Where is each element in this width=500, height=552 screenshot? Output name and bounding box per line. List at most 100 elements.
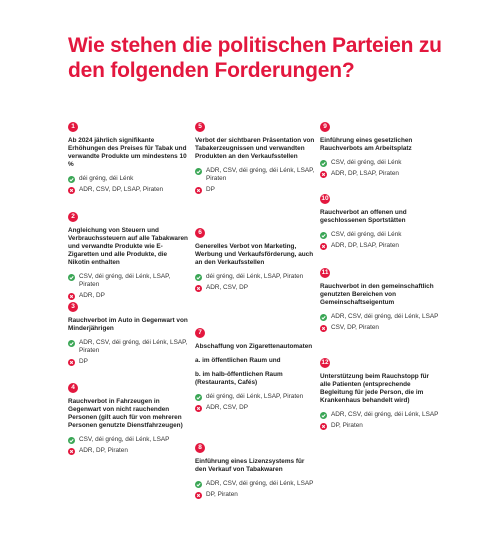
no-row: DP, Piraten bbox=[320, 422, 440, 430]
demand-text: Abschaffung von Zigarettenautomaten bbox=[195, 343, 313, 350]
item-number: 9 bbox=[320, 122, 330, 132]
yes-row: ADR, CSV, déi gréng, déi Lénk, LSAP bbox=[195, 480, 315, 488]
demand-text: Ab 2024 jährlich signifikante Erhöhungen… bbox=[68, 137, 187, 168]
yes-row: CSV, déi gréng, déi Lénk bbox=[320, 159, 440, 167]
yes-row: CSV, déi gréng, déi Lénk, LSAP bbox=[68, 436, 188, 444]
yes-row: ADR, CSV, déi gréng, déi Lénk, LSAP, Pir… bbox=[195, 167, 315, 183]
yes-row: déi gréng, déi Lénk bbox=[68, 175, 188, 183]
no-row: ADR, CSV, DP bbox=[195, 284, 315, 292]
item-number: 3 bbox=[68, 302, 78, 312]
demand-text: Einführung eines gesetzlichen Rauchverbo… bbox=[320, 137, 413, 152]
cross-icon bbox=[68, 447, 75, 455]
yes-row: déi gréng, déi Lénk, LSAP, Piraten bbox=[195, 393, 315, 401]
check-icon bbox=[68, 175, 75, 183]
no-parties: DP, Piraten bbox=[331, 422, 363, 429]
demand-item: 6 Generelles Verbot von Marketing, Werbun… bbox=[195, 228, 315, 295]
check-icon bbox=[68, 436, 75, 444]
cross-icon bbox=[68, 186, 75, 194]
yes-row: ADR, CSV, déi gréng, déi Lénk, LSAP, Pir… bbox=[68, 339, 188, 355]
demand-text: Rauchverbot in Fahrzeugen in Gegenwart v… bbox=[68, 398, 183, 429]
title: Wie stehen die politischen Parteien zu d… bbox=[68, 34, 442, 82]
item-number: 12 bbox=[320, 358, 330, 368]
sub-item: a. im öffentlichen Raum und bbox=[195, 357, 281, 364]
no-parties: ADR, DP, LSAP, Piraten bbox=[331, 242, 399, 249]
yes-parties: CSV, déi gréng, déi Lénk, LSAP bbox=[79, 436, 170, 443]
check-icon bbox=[68, 273, 75, 281]
no-row: ADR, CSV, DP, LSAP, Piraten bbox=[68, 186, 188, 194]
no-parties: CSV, DP, Piraten bbox=[331, 324, 379, 331]
no-parties: ADR, DP bbox=[79, 292, 105, 299]
no-parties: ADR, CSV, DP bbox=[206, 284, 249, 291]
no-parties: ADR, DP, LSAP, Piraten bbox=[331, 170, 399, 177]
no-parties: ADR, CSV, DP bbox=[206, 404, 249, 411]
no-row: DP bbox=[68, 358, 188, 366]
no-row: CSV, DP, Piraten bbox=[320, 324, 440, 332]
demand-text: Angleichung von Steuern und Verbrauchsst… bbox=[68, 227, 188, 266]
no-row: ADR, DP bbox=[68, 292, 188, 300]
no-parties: DP bbox=[206, 186, 215, 193]
yes-parties: déi gréng, déi Lénk, LSAP, Piraten bbox=[206, 273, 304, 280]
demand-text: Rauchverbot im Auto in Gegenwart von Min… bbox=[68, 317, 188, 332]
check-icon bbox=[195, 480, 202, 488]
item-number: 10 bbox=[320, 194, 330, 204]
demand-item: 8 Einführung eines Lizenzsystems für den … bbox=[195, 443, 315, 502]
demand-item: 10 Rauchverbot an offenen und geschlossen… bbox=[320, 194, 440, 253]
no-parties: DP bbox=[79, 358, 88, 365]
cross-icon bbox=[195, 284, 202, 292]
demand-text: Verbot der sichtbaren Präsentation von T… bbox=[195, 137, 315, 160]
cross-icon bbox=[68, 358, 75, 366]
yes-row: ADR, CSV, déi gréng, déi Lénk, LSAP bbox=[320, 411, 440, 419]
yes-row: CSV, déi gréng, déi Lénk bbox=[320, 231, 440, 239]
yes-parties: CSV, déi gréng, déi Lénk bbox=[331, 159, 402, 166]
yes-row: déi gréng, déi Lénk, LSAP, Piraten bbox=[195, 273, 315, 281]
cross-icon bbox=[195, 491, 202, 499]
yes-parties: CSV, déi gréng, déi Lénk, LSAP, Piraten bbox=[79, 273, 171, 288]
item-number: 8 bbox=[195, 443, 205, 453]
item-number: 11 bbox=[320, 268, 330, 278]
check-icon bbox=[195, 273, 202, 281]
no-parties: ADR, DP, Piraten bbox=[79, 447, 128, 454]
item-number: 5 bbox=[195, 122, 205, 132]
cross-icon bbox=[320, 242, 327, 250]
demand-text: Generelles Verbot von Marketing, Werbung… bbox=[195, 243, 314, 266]
yes-parties: ADR, CSV, déi gréng, déi Lénk, LSAP bbox=[331, 411, 439, 418]
demand-item: 11 Rauchverbot in den gemeinschaftlich ge… bbox=[320, 268, 440, 335]
no-parties: ADR, CSV, DP, LSAP, Piraten bbox=[79, 186, 164, 193]
cross-icon bbox=[68, 292, 75, 300]
check-icon bbox=[320, 411, 327, 419]
demand-item: 4 Rauchverbot in Fahrzeugen in Gegenwart … bbox=[68, 383, 188, 458]
demand-item: 12 Unterstützung beim Rauchstopp für alle… bbox=[320, 358, 440, 433]
check-icon bbox=[68, 339, 75, 347]
no-row: ADR, CSV, DP bbox=[195, 404, 315, 412]
demand-item: 3 Rauchverbot im Auto in Gegenwart von Mi… bbox=[68, 302, 188, 369]
sub-item: b. im halb-öffentlichen Raum (Restaurant… bbox=[195, 371, 283, 386]
demand-item: 7 Abschaffung von Zigarettenautomaten a. i… bbox=[195, 328, 315, 415]
yes-parties: ADR, CSV, déi gréng, déi Lénk, LSAP, Pir… bbox=[206, 167, 315, 182]
no-row: ADR, DP, LSAP, Piraten bbox=[320, 170, 440, 178]
demand-item: 1 Ab 2024 jährlich signifikante Erhöhunge… bbox=[68, 122, 188, 197]
demand-text: Rauchverbot an offenen und geschlossenen… bbox=[320, 209, 407, 224]
cross-icon bbox=[320, 170, 327, 178]
item-number: 1 bbox=[68, 122, 78, 132]
yes-row: CSV, déi gréng, déi Lénk, LSAP, Piraten bbox=[68, 273, 188, 289]
item-number: 7 bbox=[195, 328, 205, 338]
check-icon bbox=[320, 159, 327, 167]
no-row: DP, Piraten bbox=[195, 491, 315, 499]
yes-parties: CSV, déi gréng, déi Lénk bbox=[331, 231, 402, 238]
demand-text: Einführung eines Lizenzsystems für den V… bbox=[195, 458, 305, 473]
cross-icon bbox=[320, 422, 327, 430]
yes-row: ADR, CSV, déi gréng, déi Lénk, LSAP bbox=[320, 313, 440, 321]
demand-item: 5 Verbot der sichtbaren Präsentation von … bbox=[195, 122, 315, 197]
no-row: ADR, DP, LSAP, Piraten bbox=[320, 242, 440, 250]
check-icon bbox=[195, 167, 202, 175]
check-icon bbox=[320, 313, 327, 321]
item-number: 4 bbox=[68, 383, 78, 393]
no-parties: DP, Piraten bbox=[206, 491, 238, 498]
no-row: DP bbox=[195, 186, 315, 194]
demand-item: 9 Einführung eines gesetzlichen Rauchverb… bbox=[320, 122, 440, 181]
yes-parties: ADR, CSV, déi gréng, déi Lénk, LSAP bbox=[206, 480, 314, 487]
yes-parties: ADR, CSV, déi gréng, déi Lénk, LSAP, Pir… bbox=[79, 339, 188, 354]
yes-parties: ADR, CSV, déi gréng, déi Lénk, LSAP bbox=[331, 313, 439, 320]
item-number: 2 bbox=[68, 212, 78, 222]
